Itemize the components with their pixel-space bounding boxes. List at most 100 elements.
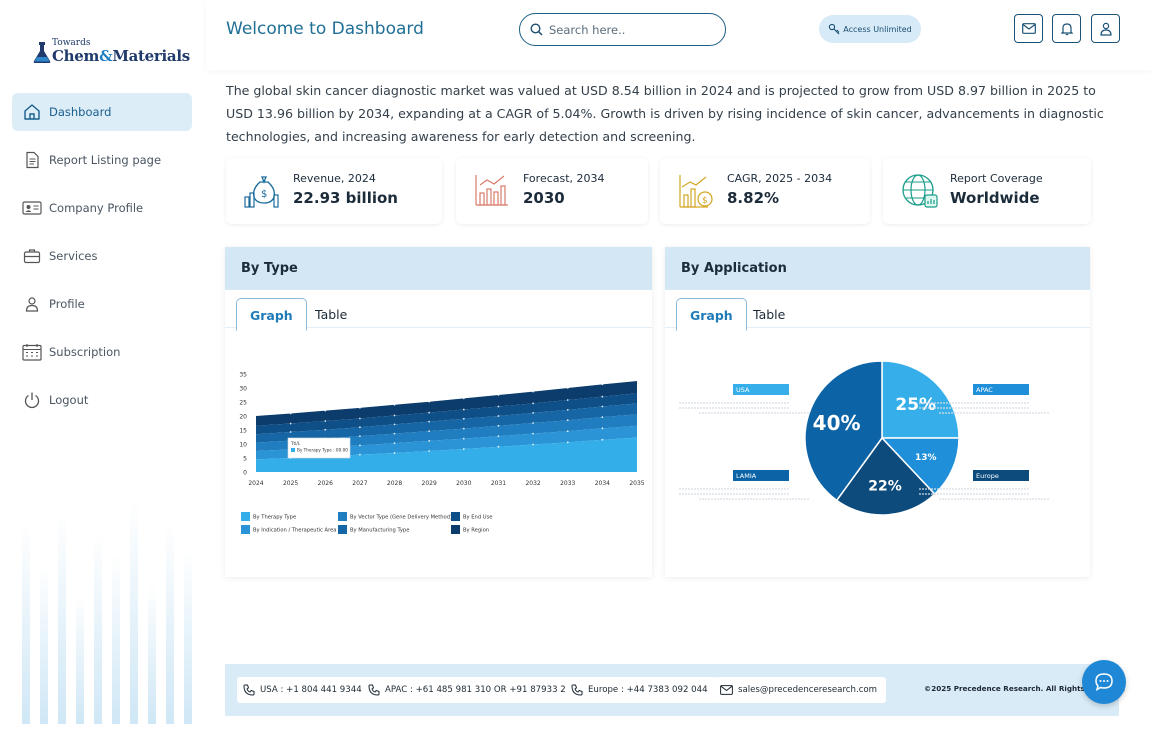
- data-point: [393, 452, 396, 454]
- page-title: Welcome to Dashboard: [226, 19, 424, 39]
- legend-label: By Manufacturing Type: [350, 528, 409, 534]
- brand-logo[interactable]: Towards Chem&Materials: [32, 38, 190, 70]
- contact-europe[interactable]: Europe : +44 7383 092 044: [565, 677, 717, 703]
- callout-label: APAC: [976, 386, 993, 394]
- calendar-icon: [22, 342, 42, 362]
- y-tick-label: 25: [239, 400, 247, 407]
- legend-swatch: [451, 525, 460, 534]
- pie-slice-label: 40%: [813, 411, 861, 435]
- access-unlimited-badge[interactable]: Access Unlimited: [819, 15, 921, 43]
- bell-icon: [1060, 22, 1073, 35]
- data-point: [359, 435, 361, 438]
- sidebar-item-dashboard[interactable]: Dashboard: [12, 93, 192, 131]
- data-point: [359, 444, 361, 447]
- legend-label: By Therapy Type: [253, 515, 296, 521]
- contact-email[interactable]: sales@precedenceresearch.com: [714, 677, 887, 703]
- data-point: [428, 440, 431, 442]
- tab-bar: Graph Table: [225, 290, 652, 331]
- tab-graph[interactable]: Graph: [676, 298, 747, 331]
- tab-table[interactable]: Table: [315, 307, 348, 322]
- sidebar-item-logout[interactable]: Logout: [12, 381, 192, 419]
- data-point: [428, 400, 431, 403]
- search-input[interactable]: [549, 22, 709, 37]
- by-application-panel: By Application Graph Table 25% 13% 22% 40% U…: [665, 247, 1090, 577]
- stat-label: Revenue, 2024: [293, 172, 376, 185]
- sidebar-item-profile[interactable]: Profile: [12, 285, 192, 323]
- x-tick-label: 2034: [595, 480, 610, 487]
- contact-footer: USA : +1 804 441 9344 APAC : +61 485 981…: [225, 664, 1125, 716]
- callout-label: LAMIA: [736, 472, 757, 480]
- stat-value: 2030: [523, 189, 565, 207]
- data-point: [532, 432, 534, 435]
- data-point: [566, 441, 569, 444]
- data-point: [601, 405, 604, 408]
- y-tick-label: 15: [239, 428, 247, 435]
- legend-swatch: [451, 512, 460, 521]
- chat-button[interactable]: [1082, 660, 1126, 704]
- x-tick-label: 2026: [318, 480, 333, 487]
- data-point: [393, 403, 396, 406]
- sidebar-item-company-profile[interactable]: Company Profile: [12, 189, 192, 227]
- data-point: [566, 430, 569, 433]
- data-point: [289, 412, 292, 415]
- logo-title-left: Chem: [52, 47, 100, 65]
- data-point: [532, 422, 534, 424]
- x-tick-label: 2028: [387, 480, 402, 487]
- pie-slice-label: 22%: [868, 479, 902, 495]
- data-point: [289, 431, 292, 433]
- sidebar-item-services[interactable]: Services: [12, 237, 192, 275]
- tooltip-title: Ttl/L: [290, 441, 301, 446]
- data-point: [601, 383, 604, 386]
- sidebar-item-label: Company Profile: [49, 201, 144, 215]
- data-point: [462, 408, 465, 411]
- contact-apac[interactable]: APAC : +61 485 981 310 OR +91 87933 2201…: [362, 677, 597, 703]
- contact-apac-text: APAC : +61 485 981 310 OR +91 87933 2201…: [385, 685, 588, 695]
- id-card-icon: [22, 198, 42, 218]
- data-point: [359, 406, 361, 409]
- y-tick-label: 20: [239, 414, 247, 421]
- tooltip-box: [287, 437, 351, 459]
- logo-small-text: Towards: [52, 38, 91, 48]
- mail-button[interactable]: [1014, 14, 1043, 43]
- copyright-text: ©2025 Precedence Research. All Rights Re…: [924, 684, 1126, 693]
- data-point: [462, 417, 465, 420]
- data-point: [532, 390, 534, 393]
- sidebar: Towards Chem&Materials Dashboard Report …: [0, 0, 206, 738]
- contact-usa[interactable]: USA : +1 804 441 9344: [237, 677, 371, 703]
- data-point: [324, 420, 327, 422]
- flask-icon: [33, 42, 51, 63]
- user-icon: [22, 294, 42, 314]
- x-tick-label: 2032: [525, 480, 540, 487]
- data-point: [393, 432, 396, 435]
- tab-bar: Graph Table: [665, 290, 1090, 331]
- x-tick-label: 2031: [491, 480, 506, 487]
- sidebar-item-report-listing[interactable]: Report Listing page: [12, 141, 192, 179]
- tab-graph[interactable]: Graph: [236, 298, 307, 331]
- data-point: [566, 419, 569, 422]
- pie-slice: [804, 360, 883, 502]
- data-point: [497, 415, 500, 417]
- globe-icon: [902, 174, 938, 208]
- legend-swatch: [338, 525, 347, 534]
- data-point: [289, 422, 292, 425]
- data-point: [393, 423, 396, 426]
- data-point: [359, 426, 361, 429]
- pie-slice: [835, 436, 936, 516]
- contact-usa-text: USA : +1 804 441 9344: [260, 685, 362, 695]
- user-icon: [1099, 22, 1112, 36]
- notifications-button[interactable]: [1052, 14, 1081, 43]
- sidebar-item-label: Dashboard: [49, 105, 112, 119]
- sidebar-item-subscription[interactable]: Subscription: [12, 333, 192, 371]
- svg-text:$: $: [702, 196, 708, 206]
- logo-title: Chem&Materials: [52, 47, 190, 65]
- data-point: [601, 395, 604, 398]
- legend-swatch: [338, 512, 347, 521]
- data-point: [601, 416, 604, 419]
- tab-table[interactable]: Table: [753, 307, 786, 322]
- mail-icon: [1021, 23, 1036, 34]
- area-series: [256, 414, 637, 451]
- data-point: [601, 438, 604, 441]
- user-account-button[interactable]: [1091, 14, 1120, 43]
- search-box[interactable]: [519, 13, 726, 46]
- legend-swatch: [241, 525, 250, 534]
